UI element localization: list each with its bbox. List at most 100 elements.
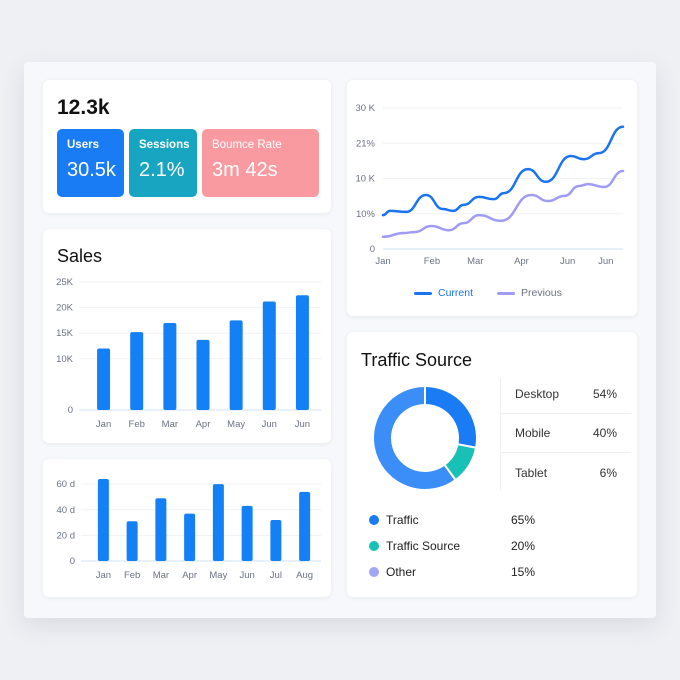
x-tick-label: Jun [262, 419, 277, 430]
bar [126, 521, 138, 561]
kpi-card: 12.3k Users 30.5k Sessions 2.1% Boumce Rat… [43, 80, 331, 213]
x-tick-label: Jan [375, 256, 390, 267]
previous-swatch-icon [497, 291, 515, 295]
duration-card: 0 20 d 40 d 60 d Jan Feb Mar Apr May Jun Jul Aug [43, 459, 331, 597]
legend-item-traffic-source[interactable]: Traffic Source 20% [369, 539, 569, 553]
legend-label: Traffic [386, 513, 419, 527]
bar [196, 339, 210, 410]
legend-value: 15% [511, 565, 536, 579]
bounce-rate-tile[interactable]: Boumce Rate 3m 42s [202, 129, 319, 197]
y-tick-label: 60 d [57, 479, 76, 490]
tile-value: 30.5k [67, 159, 116, 181]
legend-current[interactable]: Current [414, 287, 473, 299]
bar [184, 513, 196, 561]
duration-bar-chart: 0 20 d 40 d 60 d Jan Feb Mar Apr May Jun Jul Aug [57, 479, 321, 581]
x-tick-label: Mar [162, 419, 178, 430]
x-tick-label: Jan [96, 570, 111, 581]
device-value: 6% [599, 465, 617, 480]
y-tick-label: 40 d [57, 505, 76, 516]
device-label: Tablet [515, 465, 548, 480]
device-value: 40% [592, 426, 617, 440]
legend-value: 20% [511, 539, 536, 553]
x-tick-label: Jan [96, 419, 111, 430]
bar [241, 505, 253, 561]
bar [212, 484, 224, 561]
sessions-tile[interactable]: Sessions 2.1% [129, 129, 197, 197]
bar [163, 322, 177, 410]
bar [270, 520, 282, 561]
tile-label: Sessions [139, 139, 190, 151]
device-row-desktop: Desktop 54% [501, 375, 631, 414]
bar [295, 295, 309, 410]
x-tick-label: Apr [196, 419, 211, 430]
trend-line-chart: 0 10% 10 K 21% 30 K Jan Feb Mar Apr Jun Jun [355, 103, 625, 267]
traffic-donut-chart [372, 384, 478, 491]
x-tick-label: Jun [295, 419, 310, 430]
dot-icon [369, 515, 379, 525]
y-tick-label: 10K [56, 354, 74, 365]
bar [155, 498, 167, 561]
legend-previous[interactable]: Previous [497, 287, 562, 299]
legend-value: 65% [511, 513, 536, 527]
bar [97, 348, 111, 410]
x-tick-label: Mar [153, 570, 169, 581]
bar [97, 479, 109, 561]
tile-label: Users [67, 139, 99, 151]
series-line-current [381, 125, 625, 217]
legend-item-other[interactable]: Other 15% [369, 565, 569, 579]
x-tick-label: Aug [296, 570, 313, 581]
series-line-previous [381, 169, 625, 239]
tile-value: 3m 42s [212, 159, 278, 181]
y-tick-label: 0 [70, 556, 75, 567]
dot-icon [369, 541, 379, 551]
legend-label: Current [438, 287, 474, 299]
device-row-mobile: Mobile 40% [501, 414, 631, 453]
x-tick-label: Jun [598, 256, 613, 267]
dot-icon [369, 567, 379, 577]
donut-slice [424, 384, 478, 449]
y-tick-label: 25K [56, 277, 74, 288]
legend-item-traffic[interactable]: Traffic 65% [369, 513, 569, 527]
y-tick-label: 10 K [355, 174, 375, 185]
device-value: 54% [592, 387, 617, 401]
x-tick-label: Feb [129, 419, 145, 430]
current-swatch-icon [414, 291, 432, 295]
kpi-title: 12.3k [57, 96, 110, 119]
y-tick-label: 20K [56, 303, 74, 314]
tile-value: 2.1% [139, 159, 185, 181]
y-tick-label: 0 [370, 244, 375, 255]
traffic-title: Traffic Source [361, 350, 473, 370]
sales-card: Sales 0 10K 15K 20K 25K Jan Feb Mar Apr May Jun Jun [43, 229, 331, 443]
device-label: Desktop [515, 387, 560, 401]
x-tick-label: Feb [424, 256, 440, 267]
y-tick-label: 20 d [57, 530, 76, 541]
legend-label: Traffic Source [386, 539, 461, 553]
x-tick-label: Jun [239, 570, 254, 581]
y-tick-label: 15K [56, 328, 74, 339]
y-tick-label: 0 [68, 405, 73, 416]
traffic-card: Traffic Source Desktop 54% Mobile 40% Tabl… [347, 332, 637, 597]
legend-label: Previous [521, 287, 562, 299]
legend-label: Other [386, 565, 417, 579]
x-tick-label: May [227, 419, 245, 430]
x-tick-label: Mar [467, 256, 483, 267]
x-tick-label: Apr [514, 256, 529, 267]
users-tile[interactable]: Users 30.5k [57, 129, 124, 197]
bar [229, 320, 243, 410]
sales-title: Sales [57, 246, 103, 266]
x-tick-label: Apr [182, 570, 197, 581]
trend-card: 0 10% 10 K 21% 30 K Jan Feb Mar Apr Jun Jun Curren… [347, 80, 637, 316]
divider [500, 378, 501, 490]
y-tick-label: 10% [356, 209, 376, 220]
x-tick-label: Jun [560, 256, 575, 267]
bar [130, 332, 144, 410]
x-tick-label: May [209, 570, 227, 581]
bar [299, 491, 311, 561]
donut-slice [372, 384, 457, 491]
bar [262, 301, 276, 410]
x-tick-label: Feb [124, 570, 140, 581]
tile-label: Boumce Rate [212, 139, 282, 151]
x-tick-label: Jul [270, 570, 282, 581]
sales-bar-chart: 0 10K 15K 20K 25K Jan Feb Mar Apr May Jun Jun [56, 277, 321, 430]
device-row-tablet: Tablet 6% [501, 453, 631, 492]
